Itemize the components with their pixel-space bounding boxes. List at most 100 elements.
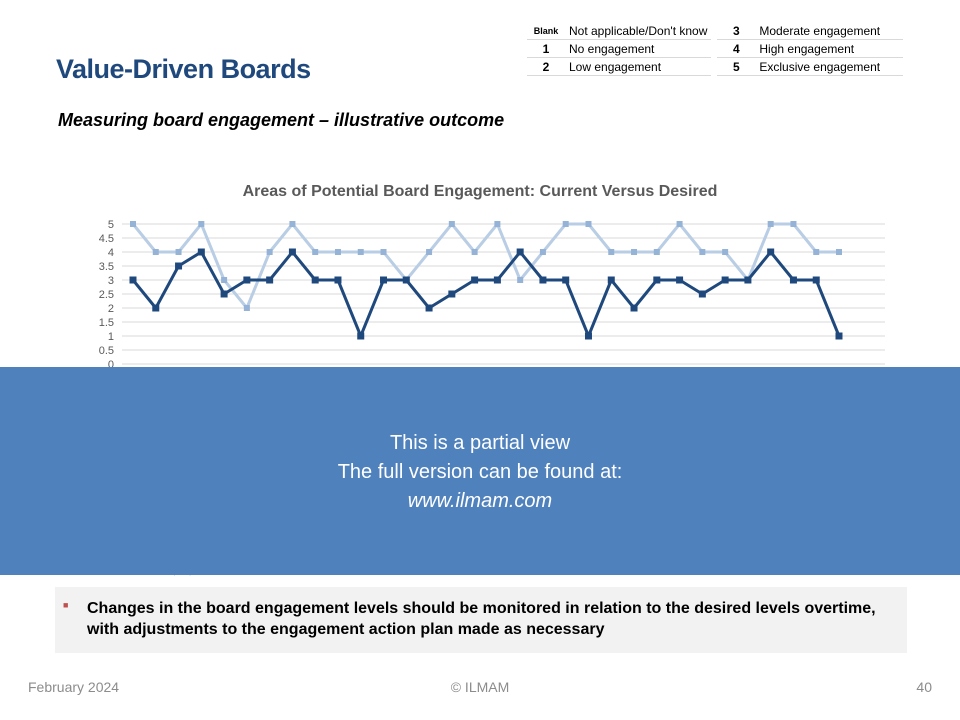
scale-key: 2 (527, 57, 565, 76)
scale-key: 4 (717, 39, 756, 58)
banner-link[interactable]: www.ilmam.com (407, 490, 553, 512)
scale-key: 5 (717, 57, 756, 76)
data-point (494, 221, 501, 227)
data-point (630, 304, 638, 312)
scale-key: 3 (717, 22, 756, 40)
slide-title: Value-Driven Boards (56, 54, 311, 84)
key-takeaway-box: ■ Changes in the board engagement levels… (55, 587, 907, 653)
data-point (129, 276, 137, 284)
y-tick-label: 2.5 (99, 289, 114, 301)
scale-label: Exclusive engagement (755, 57, 904, 76)
banner-line: This is a partial view (389, 432, 571, 454)
scale-label: No engagement (565, 39, 712, 58)
y-tick-label: 5 (108, 219, 114, 231)
scale-label: Low engagement (565, 57, 712, 76)
data-point (676, 276, 684, 284)
data-point (130, 221, 136, 227)
data-point (812, 276, 820, 284)
data-point (380, 249, 387, 255)
data-point (699, 249, 706, 255)
y-tick-label: 3 (108, 275, 114, 287)
data-point (653, 276, 661, 284)
data-point (789, 276, 797, 284)
data-point (266, 276, 274, 284)
data-point (221, 277, 228, 283)
data-point (289, 221, 296, 227)
data-point (380, 276, 388, 284)
data-point (631, 249, 638, 255)
y-tick-label: 4 (108, 247, 114, 259)
data-point (448, 290, 456, 298)
data-point (517, 277, 524, 283)
scale-label: Not applicable/Don't know (565, 22, 712, 40)
data-point (266, 249, 273, 255)
scale-row: 1 No engagement 4 High engagement (527, 39, 904, 58)
data-point (198, 221, 205, 227)
scale-row: Blank Not applicable/Don't know 3 Moderate … (527, 22, 904, 40)
page-number: 40 (916, 679, 932, 695)
data-point (676, 221, 683, 227)
series-line (131, 250, 841, 338)
footer-date: February 2024 (28, 679, 120, 695)
data-point (471, 276, 479, 284)
data-point (744, 276, 752, 284)
data-point (152, 249, 159, 255)
data-point (312, 249, 319, 255)
scale-key: Blank (527, 22, 565, 40)
data-point (357, 332, 365, 340)
data-point (471, 249, 478, 255)
data-point (721, 276, 729, 284)
y-tick-label: 2 (108, 303, 114, 315)
partial-view-banner: This is a partial view The full version … (0, 367, 960, 575)
data-point (152, 304, 160, 312)
data-point (539, 249, 546, 255)
data-point (357, 249, 364, 255)
data-point (516, 248, 524, 256)
data-point (426, 249, 433, 255)
data-point (790, 221, 797, 227)
scale-row: 2 Low engagement 5 Exclusive engagement (527, 57, 904, 76)
slide-subtitle: Measuring board engagement – illustrativ… (58, 110, 505, 130)
y-tick-label: 0.5 (99, 345, 114, 357)
data-point (448, 221, 455, 227)
scale-key: 1 (527, 39, 565, 58)
line-chart: 0 0.5 1 1.5 2 2.5 3 3.5 4 4.5 5 (99, 219, 885, 371)
data-point (334, 249, 341, 255)
banner-line: The full version can be found at: (337, 461, 623, 483)
data-point (562, 276, 570, 284)
data-point (334, 276, 342, 284)
y-tick-label: 4.5 (99, 233, 114, 245)
data-point (607, 276, 615, 284)
data-point (539, 276, 547, 284)
data-point (220, 290, 228, 298)
data-point (584, 332, 592, 340)
scale-label: Moderate engagement (755, 22, 904, 40)
data-point (836, 249, 842, 255)
data-point (813, 249, 820, 255)
chart-title: Areas of Potential Board Engagement: Cur… (242, 183, 718, 200)
data-point (402, 276, 410, 284)
series-line (131, 222, 839, 310)
y-tick-label: 1.5 (99, 317, 114, 329)
data-point (493, 276, 501, 284)
bullet-square-icon: ■ (63, 600, 69, 610)
data-point (722, 249, 729, 255)
data-point (608, 249, 615, 255)
takeaway-text: Changes in the board engagement levels s… (87, 600, 876, 638)
data-point (175, 262, 183, 270)
footer-copyright: © ILMAM (450, 679, 510, 695)
data-point (425, 304, 433, 312)
data-point (175, 249, 182, 255)
engagement-scale-table: Blank Not applicable/Don't know 3 Moderate … (527, 22, 904, 76)
y-tick-label: 0 (108, 359, 114, 371)
data-point (197, 248, 205, 256)
data-point (311, 276, 319, 284)
data-point (835, 332, 843, 340)
data-point (585, 221, 592, 227)
data-point (698, 290, 706, 298)
data-point (288, 248, 296, 256)
data-point (653, 249, 660, 255)
data-point (767, 221, 774, 227)
scale-label: High engagement (755, 39, 904, 58)
